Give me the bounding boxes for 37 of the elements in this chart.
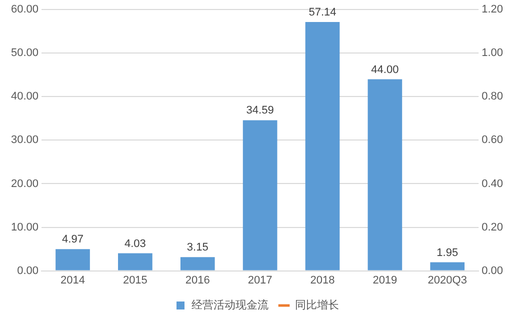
data-label: 44.00 bbox=[371, 64, 399, 76]
bar bbox=[118, 253, 152, 270]
y-tick-label: 20.00 bbox=[10, 178, 39, 190]
bar bbox=[305, 22, 340, 270]
data-label: 57.14 bbox=[308, 6, 336, 19]
data-label: 4.03 bbox=[124, 238, 146, 250]
bar bbox=[56, 249, 90, 270]
x-tick-label: 2018 bbox=[310, 274, 335, 286]
legend-label: 同比增长 bbox=[295, 298, 339, 312]
y-tick-label: 40.00 bbox=[10, 90, 39, 103]
bar bbox=[430, 262, 465, 270]
y-tick-label: 10.00 bbox=[10, 221, 39, 234]
y2-tick-label: 0.40 bbox=[482, 178, 504, 190]
y2-tick-label: 1.20 bbox=[482, 4, 504, 16]
y2-tick-label: 0.20 bbox=[482, 221, 504, 234]
data-label: 34.59 bbox=[246, 104, 274, 117]
x-tick-label: 2019 bbox=[372, 274, 398, 286]
y2-tick-label: 0.80 bbox=[482, 90, 504, 103]
x-tick-label: 2017 bbox=[248, 274, 272, 286]
y-tick-label: 30.00 bbox=[10, 134, 39, 146]
y2-tick-label: 0.60 bbox=[482, 134, 504, 146]
bar bbox=[242, 120, 278, 270]
bar bbox=[368, 79, 402, 270]
legend-label: 经营活动现金流 bbox=[192, 298, 268, 312]
x-tick-label: 2016 bbox=[185, 274, 210, 286]
data-label: 1.95 bbox=[436, 246, 458, 259]
data-label: 3.15 bbox=[186, 242, 208, 254]
x-tick-label: 2015 bbox=[122, 274, 148, 286]
y2-tick-label: 0.00 bbox=[482, 264, 504, 277]
x-tick-label: 2014 bbox=[60, 274, 85, 286]
y2-tick-label: 1.00 bbox=[482, 47, 504, 60]
y-tick-label: 60.00 bbox=[10, 4, 39, 16]
data-label: 4.97 bbox=[62, 234, 84, 246]
y-tick-label: 0.00 bbox=[17, 264, 39, 277]
bar bbox=[180, 257, 215, 270]
x-tick-label: 2020Q3 bbox=[428, 274, 467, 286]
y-tick-label: 50.00 bbox=[10, 47, 39, 60]
